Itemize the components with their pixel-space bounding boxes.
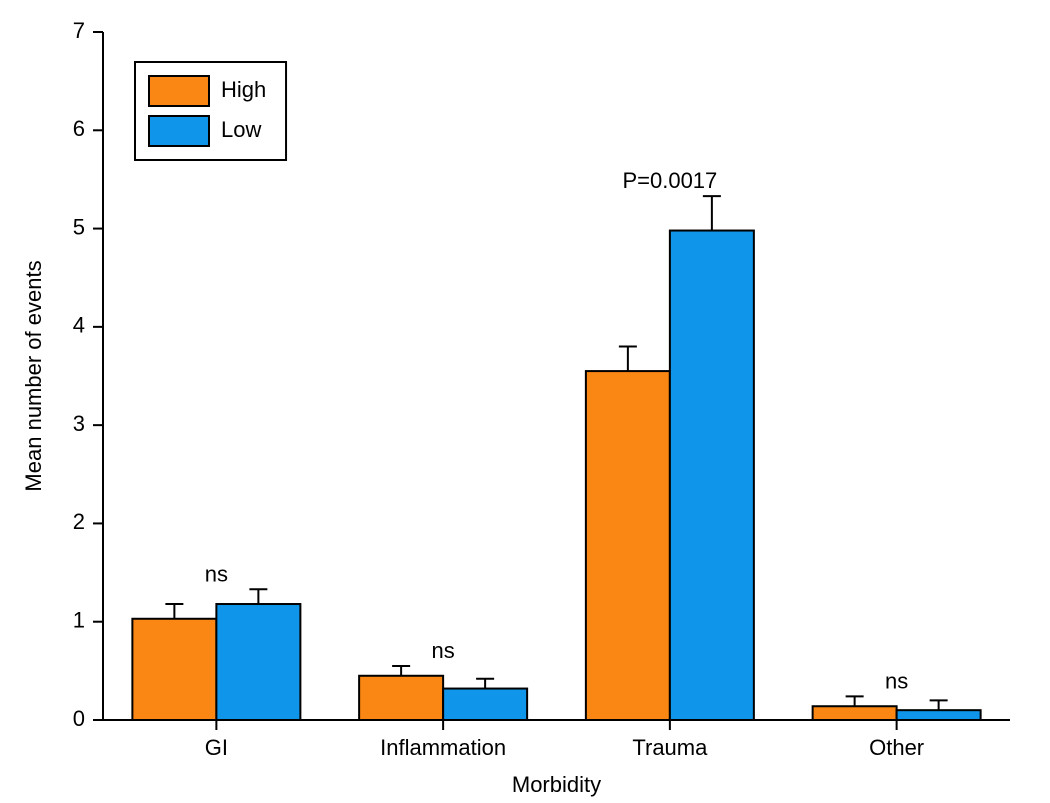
annotation-label: P=0.0017 xyxy=(622,168,717,193)
y-tick-label: 5 xyxy=(73,214,85,239)
y-tick-label: 7 xyxy=(73,18,85,43)
legend-label: Low xyxy=(221,117,261,142)
y-axis-title: Mean number of events xyxy=(21,260,46,491)
legend-label: High xyxy=(221,77,266,102)
legend-swatch xyxy=(149,76,209,106)
bar-high-inflammation xyxy=(359,676,443,720)
annotation-label: ns xyxy=(205,561,228,586)
legend-swatch xyxy=(149,116,209,146)
x-tick-label: Inflammation xyxy=(380,735,506,760)
bar-low-other xyxy=(897,710,981,720)
y-tick-label: 0 xyxy=(73,706,85,731)
bar-low-gi xyxy=(216,604,300,720)
bar-low-inflammation xyxy=(443,689,527,720)
x-tick-label: Other xyxy=(869,735,924,760)
bar-high-other xyxy=(813,706,897,720)
y-tick-label: 3 xyxy=(73,411,85,436)
bar-low-trauma xyxy=(670,231,754,720)
bar-high-trauma xyxy=(586,371,670,720)
x-axis-title: Morbidity xyxy=(512,772,601,797)
bar-high-gi xyxy=(132,619,216,720)
y-tick-label: 6 xyxy=(73,116,85,141)
y-tick-label: 1 xyxy=(73,608,85,633)
bar-chart: 0 1 2 3 4 5 6 7 Mean number of events GI Inflammat… xyxy=(0,0,1050,803)
annotation-label: ns xyxy=(432,638,455,663)
annotation-label: ns xyxy=(885,668,908,693)
y-tick-label: 2 xyxy=(73,509,85,534)
x-tick-label: GI xyxy=(205,735,228,760)
y-tick-label: 4 xyxy=(73,313,85,338)
x-tick-label: Trauma xyxy=(632,735,708,760)
